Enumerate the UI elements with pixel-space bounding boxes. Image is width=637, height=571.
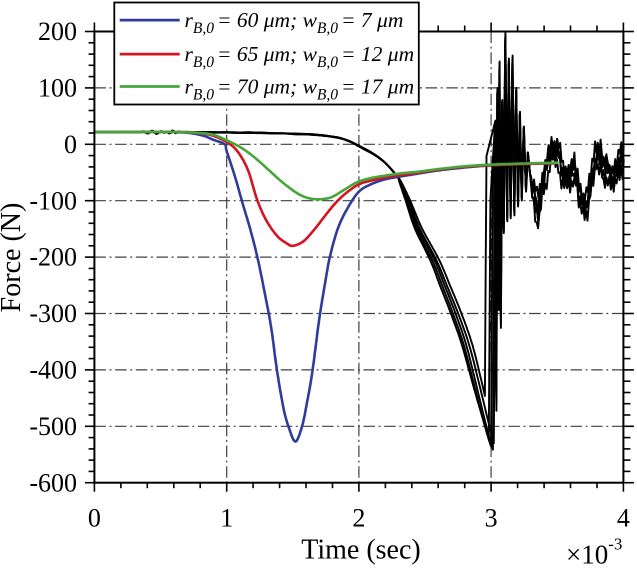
svg-text:-400: -400 [29,356,77,385]
svg-text:0: 0 [64,130,77,159]
svg-text:-300: -300 [29,299,77,328]
svg-text:100: 100 [38,74,77,103]
svg-text:Time (sec): Time (sec) [301,535,421,566]
svg-text:2: 2 [352,504,365,533]
svg-text:Force (N): Force (N) [0,203,27,313]
svg-text:-600: -600 [29,468,77,497]
svg-text:1: 1 [220,504,233,533]
svg-text:-200: -200 [29,243,77,272]
svg-text:200: 200 [38,17,77,46]
svg-text:-100: -100 [29,186,77,215]
svg-text:-500: -500 [29,412,77,441]
svg-text:0: 0 [88,504,101,533]
svg-text:3: 3 [485,504,498,533]
svg-text:4: 4 [617,504,630,533]
